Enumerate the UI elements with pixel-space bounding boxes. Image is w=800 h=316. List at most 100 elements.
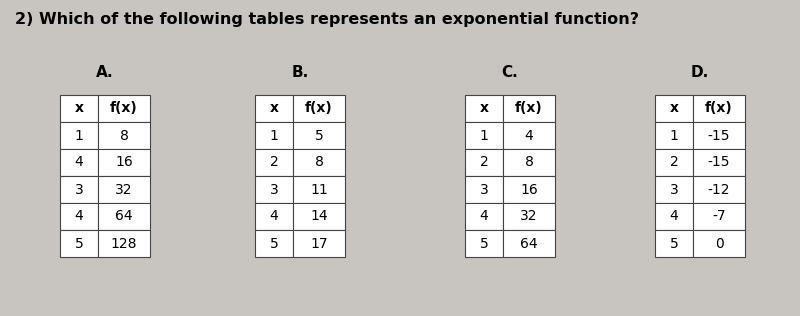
Bar: [293, 230, 345, 257]
Text: f(x): f(x): [305, 101, 333, 116]
Text: 2: 2: [670, 155, 678, 169]
Text: f(x): f(x): [110, 101, 138, 116]
Text: 1: 1: [479, 129, 489, 143]
Bar: [255, 176, 293, 203]
Bar: [465, 176, 503, 203]
Bar: [465, 203, 503, 230]
Bar: [693, 230, 745, 257]
Text: -15: -15: [708, 155, 730, 169]
Bar: [503, 176, 555, 203]
Text: 4: 4: [270, 210, 278, 223]
Text: 64: 64: [520, 236, 538, 251]
Bar: [693, 95, 745, 122]
Bar: [293, 95, 345, 122]
Text: 32: 32: [115, 183, 133, 197]
Bar: [60, 230, 98, 257]
Bar: [98, 95, 150, 122]
Bar: [655, 230, 693, 257]
Text: 32: 32: [520, 210, 538, 223]
Bar: [655, 149, 693, 176]
Text: 17: 17: [310, 236, 328, 251]
Text: 2) Which of the following tables represents an exponential function?: 2) Which of the following tables represe…: [15, 12, 639, 27]
Bar: [693, 176, 745, 203]
Bar: [98, 149, 150, 176]
Text: 3: 3: [480, 183, 488, 197]
Bar: [465, 122, 503, 149]
Bar: [503, 122, 555, 149]
Bar: [293, 149, 345, 176]
Text: 5: 5: [74, 236, 83, 251]
Text: 128: 128: [110, 236, 138, 251]
Text: C.: C.: [502, 65, 518, 80]
Bar: [255, 203, 293, 230]
Text: 3: 3: [670, 183, 678, 197]
Text: 8: 8: [525, 155, 534, 169]
Bar: [655, 95, 693, 122]
Text: 5: 5: [314, 129, 323, 143]
Text: -12: -12: [708, 183, 730, 197]
Text: 8: 8: [119, 129, 129, 143]
Text: 4: 4: [480, 210, 488, 223]
Text: f(x): f(x): [515, 101, 543, 116]
Bar: [693, 122, 745, 149]
Bar: [655, 122, 693, 149]
Bar: [60, 176, 98, 203]
Text: -15: -15: [708, 129, 730, 143]
Text: 5: 5: [480, 236, 488, 251]
Text: 4: 4: [525, 129, 534, 143]
Text: 64: 64: [115, 210, 133, 223]
Bar: [693, 149, 745, 176]
Bar: [465, 230, 503, 257]
Bar: [693, 203, 745, 230]
Text: 5: 5: [270, 236, 278, 251]
Bar: [60, 122, 98, 149]
Text: 4: 4: [74, 155, 83, 169]
Bar: [98, 203, 150, 230]
Text: f(x): f(x): [705, 101, 733, 116]
Text: 2: 2: [480, 155, 488, 169]
Text: 11: 11: [310, 183, 328, 197]
Text: -7: -7: [712, 210, 726, 223]
Text: 8: 8: [314, 155, 323, 169]
Bar: [503, 230, 555, 257]
Bar: [293, 203, 345, 230]
Bar: [60, 95, 98, 122]
Bar: [503, 95, 555, 122]
Text: 0: 0: [714, 236, 723, 251]
Bar: [98, 176, 150, 203]
Bar: [655, 203, 693, 230]
Text: 3: 3: [270, 183, 278, 197]
Text: D.: D.: [691, 65, 709, 80]
Bar: [655, 176, 693, 203]
Text: 1: 1: [74, 129, 83, 143]
Bar: [60, 203, 98, 230]
Text: 16: 16: [115, 155, 133, 169]
Bar: [98, 230, 150, 257]
Text: 3: 3: [74, 183, 83, 197]
Text: x: x: [670, 101, 678, 116]
Bar: [60, 149, 98, 176]
Bar: [503, 203, 555, 230]
Text: 16: 16: [520, 183, 538, 197]
Text: 14: 14: [310, 210, 328, 223]
Bar: [465, 149, 503, 176]
Bar: [98, 122, 150, 149]
Text: 1: 1: [670, 129, 678, 143]
Text: 2: 2: [270, 155, 278, 169]
Bar: [503, 149, 555, 176]
Text: 4: 4: [670, 210, 678, 223]
Text: B.: B.: [291, 65, 309, 80]
Text: x: x: [74, 101, 83, 116]
Bar: [255, 95, 293, 122]
Bar: [465, 95, 503, 122]
Text: 5: 5: [670, 236, 678, 251]
Bar: [293, 122, 345, 149]
Text: 1: 1: [270, 129, 278, 143]
Bar: [255, 230, 293, 257]
Bar: [255, 122, 293, 149]
Text: A.: A.: [96, 65, 114, 80]
Bar: [293, 176, 345, 203]
Text: x: x: [270, 101, 278, 116]
Text: x: x: [479, 101, 489, 116]
Bar: [255, 149, 293, 176]
